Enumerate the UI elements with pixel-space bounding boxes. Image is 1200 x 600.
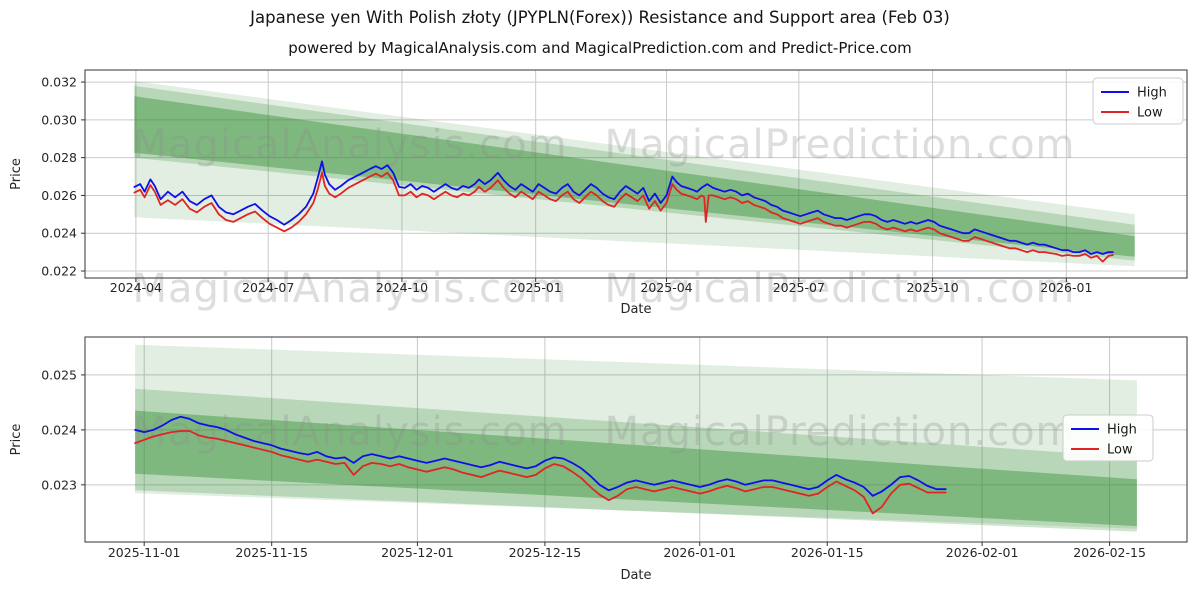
- y-tick-label: 0.032: [41, 75, 77, 90]
- plot-border: [84, 336, 1188, 543]
- support-resistance-band: [134, 85, 1135, 261]
- x-tick-label: 2025-07: [773, 280, 825, 295]
- support-resistance-band: [135, 388, 1137, 532]
- x-tick-label: 2024-04: [110, 280, 162, 295]
- price-chart-bottom: MagicalAnalysis.com MagicalPrediction.com…: [9, 336, 1188, 583]
- x-axis-label: Date: [620, 568, 651, 583]
- low-line: [134, 430, 947, 515]
- x-tick-label: 2025-01: [510, 280, 562, 295]
- x-axis-label: Date: [620, 302, 651, 317]
- y-tick-label: 0.030: [41, 112, 77, 127]
- x-tick-label: 2024-10: [376, 280, 428, 295]
- x-tick-label: 2026-01-15: [791, 545, 864, 560]
- watermark-prediction: MagicalPrediction.com: [605, 409, 1076, 455]
- x-tick-label: 2025-12-15: [509, 545, 582, 560]
- x-tick-label: 2025-04: [640, 280, 692, 295]
- x-tick-label: 2025-11-15: [235, 545, 308, 560]
- x-tick-label: 2026-02-01: [946, 545, 1019, 560]
- chart-subtitle: powered by MagicalAnalysis.com and Magic…: [288, 39, 912, 57]
- x-tick-label: 2026-01: [1040, 280, 1092, 295]
- y-tick-label: 0.022: [41, 264, 77, 279]
- y-tick-label: 0.026: [41, 188, 77, 203]
- watermark-prediction: MagicalPrediction.com: [605, 122, 1076, 168]
- x-tick-label: 2025-10: [906, 280, 958, 295]
- support-resistance-band: [135, 410, 1137, 527]
- price-chart-top: MagicalAnalysis.com MagicalPrediction.com…: [9, 69, 1188, 317]
- y-axis-label: Price: [9, 158, 24, 190]
- y-tick-label: 0.028: [41, 150, 77, 165]
- support-resistance-band: [134, 81, 1135, 267]
- chart-title: Japanese yen With Polish złoty (JPYPLN(F…: [250, 8, 950, 27]
- y-axis-label: Price: [9, 424, 24, 456]
- legend-label-high: High: [1107, 423, 1137, 438]
- y-tick-label: 0.024: [41, 226, 77, 241]
- support-resistance-band: [135, 344, 1137, 529]
- support-resistance-band: [134, 96, 1135, 257]
- plot-border: [84, 69, 1188, 279]
- watermark-analysis: MagicalAnalysis.com: [132, 266, 567, 312]
- legend-label-low: Low: [1107, 443, 1133, 458]
- watermark-prediction: MagicalPrediction.com: [605, 266, 1076, 312]
- high-line: [133, 160, 1114, 255]
- x-tick-label: 2026-02-15: [1073, 545, 1146, 560]
- low-line: [133, 171, 1114, 263]
- watermark-analysis: MagicalAnalysis.com: [132, 409, 567, 455]
- legend-label-high: High: [1137, 86, 1167, 101]
- y-tick-label: 0.023: [41, 477, 77, 492]
- x-tick-label: 2025-12-01: [381, 545, 454, 560]
- high-line: [134, 415, 947, 497]
- x-tick-label: 2025-11-01: [108, 545, 181, 560]
- y-tick-label: 0.024: [41, 422, 77, 437]
- watermark-analysis: MagicalAnalysis.com: [132, 122, 567, 168]
- legend-label-low: Low: [1137, 106, 1163, 121]
- x-tick-label: 2024-07: [242, 280, 294, 295]
- y-tick-label: 0.025: [41, 367, 77, 382]
- x-tick-label: 2026-01-01: [663, 545, 736, 560]
